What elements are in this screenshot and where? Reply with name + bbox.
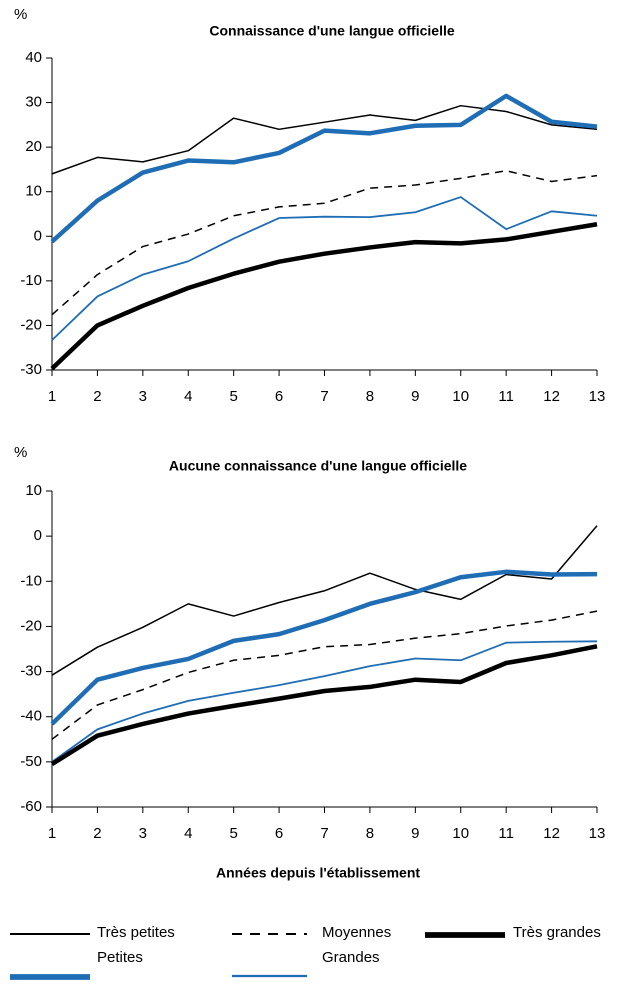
x-tick-label: 2 — [93, 825, 101, 842]
x-tick-label: 5 — [229, 388, 237, 405]
series-line — [51, 196, 598, 341]
y-tick-label: -30 — [20, 663, 42, 680]
series-line — [50, 222, 598, 371]
x-tick-label: 10 — [452, 388, 469, 405]
x-tick-label: 4 — [184, 388, 192, 405]
x-tick-label: 1 — [48, 825, 56, 842]
x-tick-label: 11 — [498, 825, 514, 842]
y-tick-label: -20 — [20, 316, 42, 333]
x-tick-label: 7 — [320, 388, 328, 405]
y-tick-label: -20 — [20, 617, 42, 634]
chart-title: Aucune connaissance d'une langue officie… — [169, 458, 467, 474]
y-tick-label: 30 — [25, 94, 42, 111]
y-tick-label: -10 — [20, 272, 42, 289]
x-tick-label: 9 — [411, 825, 419, 842]
x-tick-label: 13 — [589, 825, 606, 842]
x-tick-label: 13 — [589, 388, 606, 405]
y-tick-label: -60 — [20, 798, 42, 815]
series-line — [51, 610, 598, 740]
y-tick-label: -10 — [20, 572, 42, 589]
series-line — [51, 104, 598, 175]
x-tick-label: 5 — [229, 825, 237, 842]
y-tick-label: 10 — [25, 482, 42, 499]
x-tick-label: 6 — [275, 388, 283, 405]
y-axis-label: % — [14, 444, 27, 461]
y-axis-label: % — [14, 6, 27, 23]
chart-title: Connaissance d'une langue officielle — [209, 23, 454, 39]
x-tick-label: 10 — [452, 825, 469, 842]
x-tick-label: 12 — [543, 388, 560, 405]
legend-label: Grandes — [322, 949, 380, 966]
x-axis-label: Années depuis l'établissement — [216, 865, 420, 881]
y-tick-label: 0 — [34, 227, 42, 244]
y-tick-label: 40 — [25, 49, 42, 66]
x-tick-label: 8 — [366, 825, 374, 842]
y-tick-label: 0 — [34, 527, 42, 544]
x-tick-label: 8 — [366, 388, 374, 405]
y-tick-label: 20 — [25, 138, 42, 155]
x-tick-label: 4 — [184, 825, 192, 842]
x-tick-label: 12 — [543, 825, 560, 842]
legend-label: Très petites — [97, 924, 175, 941]
x-tick-label: 7 — [320, 825, 328, 842]
legend-label: Moyennes — [322, 924, 391, 941]
legend-label: Petites — [97, 949, 143, 966]
series-line — [51, 640, 598, 763]
x-tick-label: 3 — [139, 388, 147, 405]
series-line — [50, 644, 598, 767]
series-line — [51, 525, 598, 676]
series-line — [51, 170, 598, 316]
y-tick-label: -40 — [20, 708, 42, 725]
x-tick-label: 11 — [498, 388, 514, 405]
x-tick-label: 6 — [275, 825, 283, 842]
x-tick-label: 3 — [139, 825, 147, 842]
x-tick-label: 1 — [48, 388, 56, 405]
x-tick-label: 2 — [93, 388, 101, 405]
series-line — [50, 569, 598, 726]
y-tick-label: -30 — [20, 361, 42, 378]
y-tick-label: 10 — [25, 183, 42, 200]
x-tick-label: 9 — [411, 388, 419, 405]
y-tick-label: -50 — [20, 753, 42, 770]
legend-label: Très grandes — [513, 924, 601, 941]
series-line — [50, 93, 598, 244]
